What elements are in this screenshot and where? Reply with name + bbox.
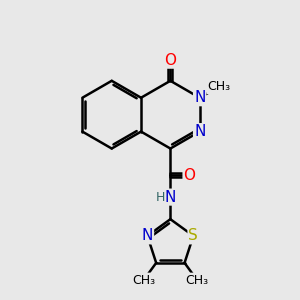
Text: O: O — [184, 167, 196, 182]
Text: H: H — [155, 190, 165, 204]
Text: S: S — [188, 228, 198, 243]
Text: N: N — [142, 228, 153, 243]
Text: O: O — [164, 53, 176, 68]
Text: CH₃: CH₃ — [207, 80, 230, 93]
Text: N: N — [194, 90, 206, 105]
Text: N: N — [165, 190, 176, 205]
Text: CH₃: CH₃ — [132, 274, 155, 286]
Text: N: N — [194, 124, 206, 139]
Text: CH₃: CH₃ — [185, 274, 208, 286]
